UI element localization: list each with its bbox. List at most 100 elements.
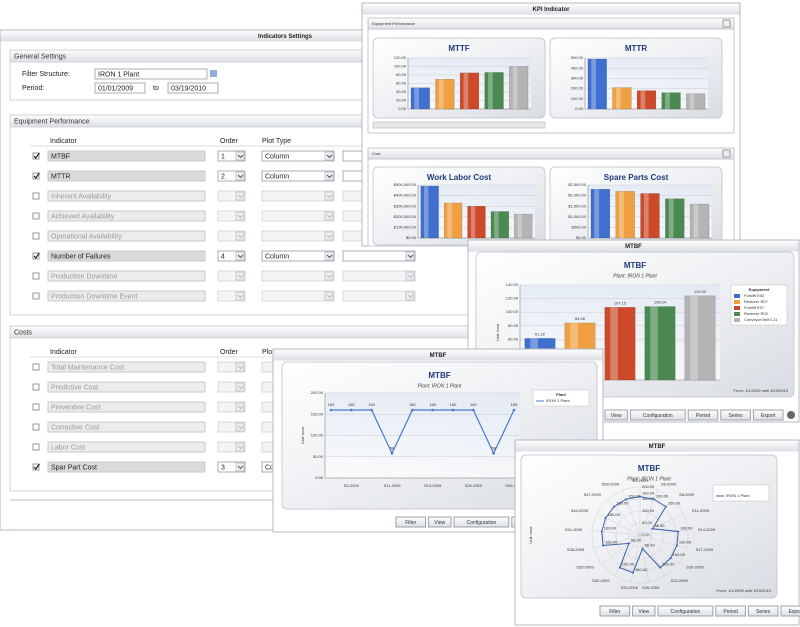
plot-select[interactable]: [261, 230, 335, 242]
button[interactable]: [752, 409, 784, 421]
plot-select[interactable]: [261, 290, 335, 302]
checkbox[interactable]: [32, 463, 40, 471]
extra-select[interactable]: [342, 290, 416, 302]
value-label: 160: [328, 402, 335, 407]
value-label: 107.15: [614, 300, 627, 305]
order-select[interactable]: [217, 230, 246, 242]
button[interactable]: [395, 516, 427, 528]
bar: [615, 191, 635, 239]
bar-highlight: [438, 79, 444, 109]
bar-highlight: [643, 193, 649, 238]
checkbox[interactable]: [32, 152, 40, 160]
order-select[interactable]: [217, 381, 246, 393]
spoke: [614, 534, 641, 576]
checkbox[interactable]: [32, 212, 40, 220]
button[interactable]: [657, 605, 714, 617]
order-select[interactable]: [217, 461, 246, 473]
button[interactable]: [453, 516, 510, 528]
plot-select[interactable]: [261, 190, 335, 202]
checkbox[interactable]: [32, 443, 40, 451]
checkbox[interactable]: [32, 272, 40, 280]
button[interactable]: [687, 409, 719, 421]
point: [604, 516, 607, 519]
button[interactable]: [629, 409, 686, 421]
panel-title: Equipment Performance: [372, 21, 416, 26]
indicator-name: Operational Availability: [51, 233, 122, 240]
checkbox[interactable]: [32, 292, 40, 300]
bar-highlight: [689, 93, 695, 109]
checkbox[interactable]: [32, 363, 40, 371]
button[interactable]: [747, 605, 779, 617]
order-select[interactable]: [217, 170, 246, 182]
button[interactable]: [632, 605, 656, 617]
bar-highlight: [594, 189, 600, 238]
input-text: IRON 1 Plant: [98, 71, 139, 78]
dropdown-button: [405, 251, 415, 261]
category-label: S50-2009: [602, 482, 620, 487]
checkbox[interactable]: [32, 423, 40, 431]
checkbox[interactable]: [32, 252, 40, 260]
order-select[interactable]: [217, 421, 246, 433]
value-label: 58.00: [631, 537, 642, 542]
window-header: [273, 349, 603, 361]
button[interactable]: [780, 605, 800, 617]
value-label: 58: [491, 445, 496, 450]
checkbox[interactable]: [32, 172, 40, 180]
collapse-button[interactable]: [722, 19, 731, 28]
point: [651, 527, 654, 530]
order-select[interactable]: [217, 210, 246, 222]
point: [613, 505, 616, 508]
plot-select[interactable]: [261, 270, 335, 282]
y-tick-label: 0.00: [398, 106, 407, 111]
button[interactable]: [715, 605, 746, 617]
order-select[interactable]: [217, 250, 246, 262]
plot-select[interactable]: [261, 250, 335, 262]
legend-label: Forklift E02: [744, 293, 765, 298]
indicator-name: Achieved Availability: [51, 213, 115, 220]
filter-icon[interactable]: [210, 70, 217, 77]
plot-select[interactable]: [261, 210, 335, 222]
dropdown-arrow: [326, 174, 333, 179]
extra-select[interactable]: [342, 270, 416, 282]
button[interactable]: [428, 516, 452, 528]
checkbox[interactable]: [32, 383, 40, 391]
window-header: [362, 3, 740, 15]
order-select[interactable]: [217, 361, 246, 373]
date-input[interactable]: [167, 82, 219, 94]
info-button[interactable]: [787, 411, 795, 419]
point: [631, 571, 634, 574]
input[interactable]: [94, 68, 208, 80]
order-select[interactable]: [217, 150, 246, 162]
date-input[interactable]: [94, 82, 146, 94]
category-label: S35-2009: [576, 565, 594, 570]
order-select[interactable]: [217, 270, 246, 282]
scrollbar[interactable]: [372, 121, 546, 129]
y-tick-label: 150.00: [311, 411, 324, 416]
order-select[interactable]: [217, 190, 246, 202]
button[interactable]: [599, 605, 631, 617]
button[interactable]: [604, 409, 628, 421]
plot-select[interactable]: [261, 170, 335, 182]
indicator-field: [47, 270, 206, 282]
checkbox[interactable]: [32, 403, 40, 411]
order-select[interactable]: [217, 401, 246, 413]
order-select[interactable]: [217, 290, 246, 302]
checkbox[interactable]: [32, 232, 40, 240]
plot-select[interactable]: [261, 150, 335, 162]
spoke: [622, 490, 641, 536]
window-title: MTBF: [649, 444, 666, 450]
order-select[interactable]: [217, 441, 246, 453]
y-tick-label: 40.00: [396, 89, 407, 94]
extra-select[interactable]: [342, 250, 416, 262]
y-tick-label: 400.00: [571, 65, 584, 70]
spoke: [639, 490, 658, 536]
value-label: 160.00: [635, 567, 648, 572]
plot-select-text: Column: [265, 173, 289, 180]
checkbox[interactable]: [32, 192, 40, 200]
button[interactable]: [720, 409, 751, 421]
bar-highlight: [463, 72, 469, 109]
indicator-field: [47, 190, 206, 202]
bar: [689, 203, 710, 239]
column-header: Order: [220, 138, 239, 145]
collapse-button[interactable]: [722, 149, 731, 158]
